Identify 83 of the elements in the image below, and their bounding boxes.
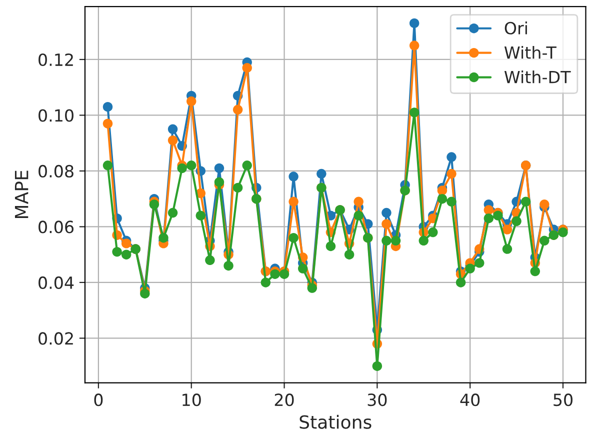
- point: [474, 258, 484, 268]
- point: [409, 40, 420, 50]
- point: [168, 124, 178, 134]
- x-tick-label: 40: [460, 394, 480, 406]
- y-tick-label: 0.06: [38, 220, 74, 234]
- point: [390, 236, 401, 246]
- point: [446, 152, 456, 162]
- point: [437, 194, 448, 204]
- point: [196, 210, 206, 220]
- point: [242, 62, 252, 73]
- point: [372, 361, 382, 371]
- point: [224, 260, 234, 271]
- point: [214, 163, 224, 174]
- point: [326, 241, 336, 252]
- x-tick-label: 30: [368, 394, 387, 406]
- point: [102, 102, 113, 112]
- point: [512, 216, 522, 226]
- x-tick-label: 0: [94, 394, 103, 406]
- x-tick-label: 20: [274, 394, 294, 406]
- point: [186, 160, 196, 170]
- point: [102, 118, 113, 128]
- point: [168, 135, 178, 146]
- point: [121, 250, 132, 260]
- legend-label: Ori: [504, 22, 527, 34]
- point: [279, 269, 290, 279]
- y-tick-label: 0.12: [38, 53, 73, 66]
- x-tick-label: 10: [182, 394, 201, 406]
- point: [540, 236, 550, 246]
- point: [484, 205, 494, 215]
- y-tick-label: 0.08: [38, 164, 74, 178]
- point: [112, 246, 122, 257]
- point: [409, 108, 420, 118]
- point: [437, 186, 448, 196]
- point: [270, 269, 280, 279]
- point: [502, 224, 512, 234]
- y-tick-label: 0.04: [38, 276, 74, 290]
- point: [205, 255, 215, 266]
- x-tick-label: 50: [554, 394, 572, 406]
- point: [344, 250, 354, 260]
- point: [354, 196, 364, 206]
- point: [382, 208, 392, 218]
- point: [168, 208, 178, 218]
- point: [558, 227, 568, 238]
- point: [232, 104, 243, 115]
- point: [382, 219, 392, 229]
- point: [288, 196, 298, 206]
- point: [121, 238, 132, 248]
- y-axis-title: MAPE: [14, 170, 28, 218]
- point: [186, 96, 196, 106]
- point: [298, 264, 308, 274]
- point: [140, 288, 150, 298]
- point: [260, 278, 271, 288]
- point: [446, 196, 456, 206]
- x-axis-title: Stations: [300, 414, 372, 429]
- point: [242, 160, 252, 170]
- point: [288, 233, 298, 243]
- point: [232, 182, 243, 193]
- y-tick-label: 0.02: [38, 332, 73, 345]
- point: [177, 163, 187, 174]
- y-tick-label: 0.10: [38, 109, 74, 122]
- point: [307, 283, 317, 293]
- legend-label: With-DT: [504, 70, 571, 84]
- point: [540, 200, 550, 210]
- point: [316, 168, 326, 179]
- point: [102, 160, 113, 170]
- point: [428, 227, 438, 238]
- point: [465, 264, 475, 274]
- point: [418, 236, 428, 246]
- point: [520, 196, 531, 206]
- point: [502, 244, 512, 254]
- point: [456, 278, 466, 288]
- point: [530, 266, 540, 276]
- point: [158, 233, 168, 243]
- point: [354, 210, 364, 220]
- point: [409, 18, 420, 28]
- point: [382, 236, 392, 246]
- point: [149, 200, 160, 210]
- point: [446, 168, 456, 179]
- legend-label: With-T: [504, 46, 556, 59]
- point: [493, 210, 503, 220]
- point: [214, 177, 224, 187]
- point: [484, 213, 494, 224]
- point: [288, 172, 298, 182]
